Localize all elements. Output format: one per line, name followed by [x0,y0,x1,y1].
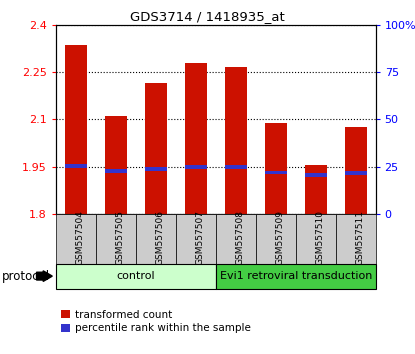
Text: control: control [117,271,155,281]
Bar [65,164,87,168]
Bar [216,264,376,289]
Text: GSM557506: GSM557506 [156,211,165,266]
Bar [105,116,127,214]
FancyArrow shape [37,271,52,281]
Text: protocol: protocol [2,270,50,282]
Bar [305,173,327,177]
Bar [225,67,247,214]
Bar [265,171,287,175]
Bar [344,127,366,214]
Bar [185,165,207,169]
Bar [225,165,247,169]
Bar [265,122,287,214]
Bar [145,167,167,171]
Bar [105,169,127,173]
Text: GDS3714 / 1418935_at: GDS3714 / 1418935_at [130,10,285,23]
Text: GSM557505: GSM557505 [116,211,125,266]
Bar [216,214,256,264]
Bar [145,83,167,214]
Bar [96,214,136,264]
Bar [176,214,216,264]
Bar [56,214,96,264]
Text: GSM557508: GSM557508 [236,211,245,266]
Text: GSM557504: GSM557504 [76,211,85,266]
Text: Evi1 retroviral transduction: Evi1 retroviral transduction [220,271,372,281]
Legend: transformed count, percentile rank within the sample: transformed count, percentile rank withi… [61,310,251,333]
Bar [336,214,376,264]
Text: GSM557511: GSM557511 [356,211,365,266]
Bar [295,214,336,264]
Bar [256,214,295,264]
Text: GSM557507: GSM557507 [196,211,205,266]
Text: GSM557509: GSM557509 [276,211,285,266]
Bar [344,171,366,175]
Bar [185,63,207,214]
Bar [136,214,176,264]
Text: GSM557510: GSM557510 [316,211,325,266]
Bar [65,45,87,214]
Bar [305,165,327,214]
Bar [56,264,216,289]
